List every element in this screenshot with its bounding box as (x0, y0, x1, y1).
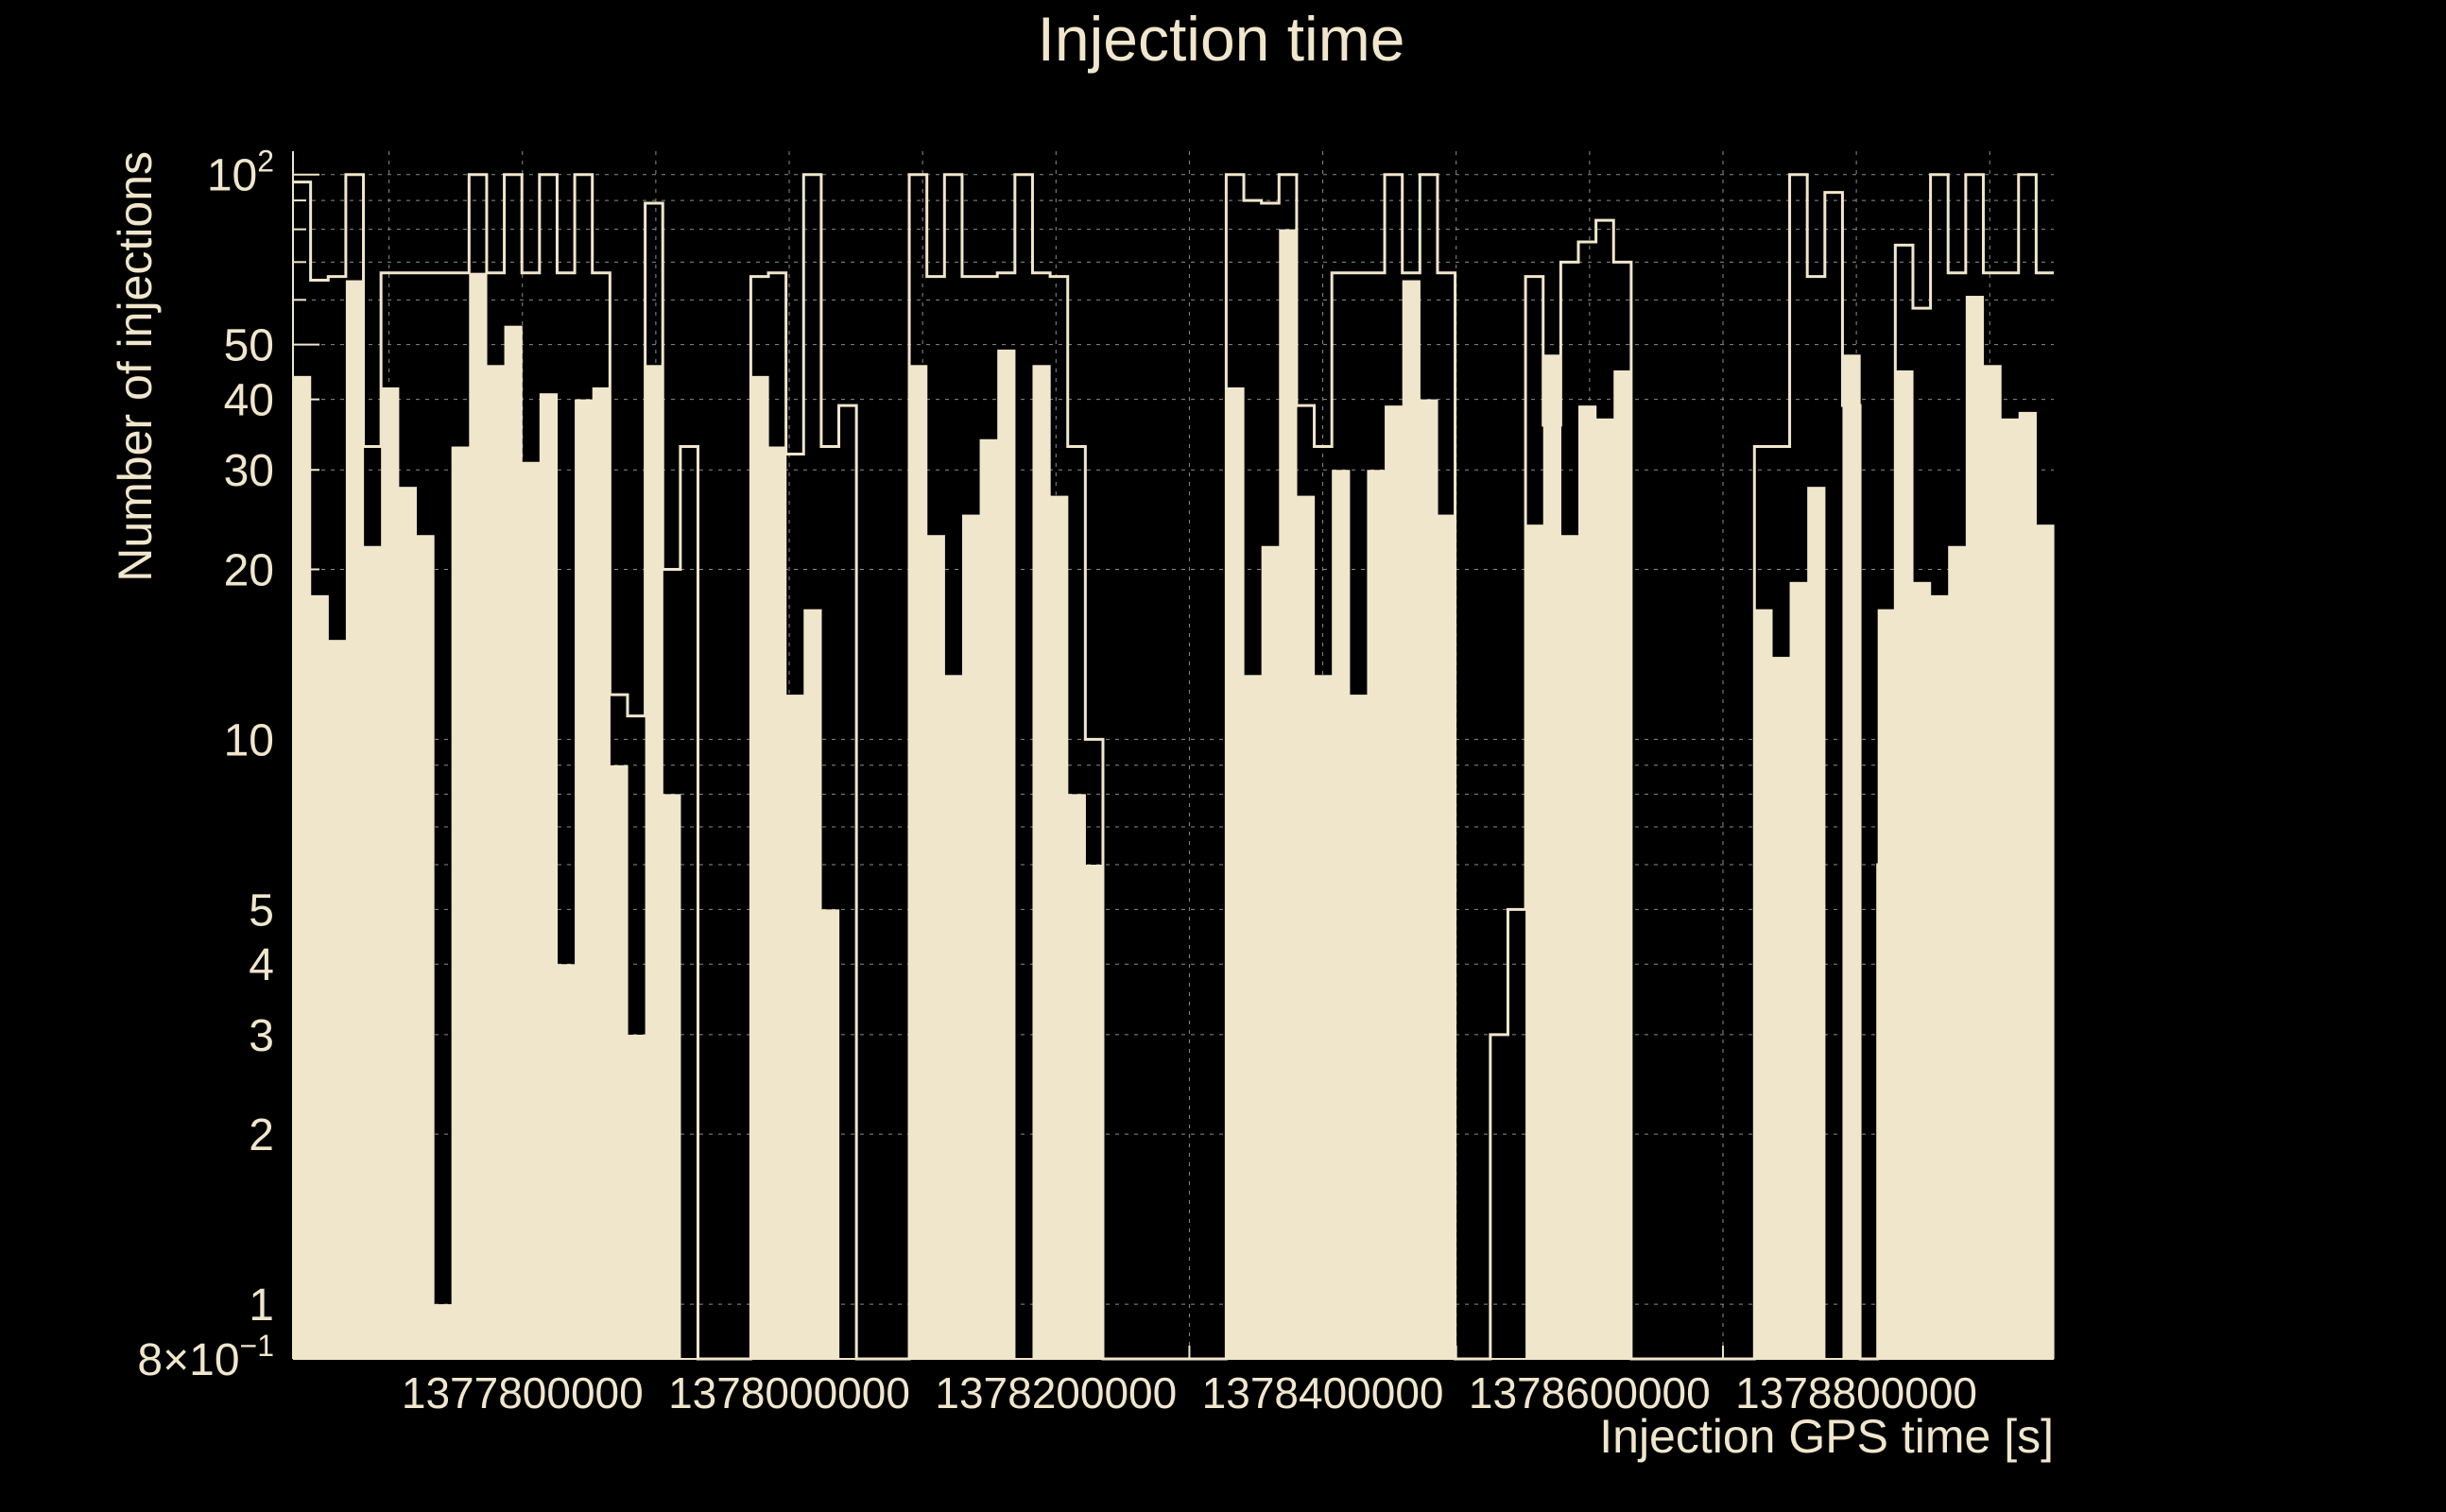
y-tick-label: 5 (249, 885, 274, 936)
histogram-bar (610, 765, 629, 1359)
x-tick-label: 1378600000 (1469, 1368, 1711, 1418)
histogram-bar (310, 594, 329, 1359)
x-tick-label: 1378400000 (1202, 1368, 1444, 1418)
y-tick-label: 4 (249, 940, 274, 990)
histogram-bar (1771, 657, 1791, 1359)
histogram-bar (522, 461, 541, 1359)
histogram-bar (1912, 581, 1932, 1359)
histogram-bar (1050, 495, 1069, 1359)
y-tick-label: 40 (224, 376, 274, 426)
histogram-bar (909, 365, 928, 1359)
histogram-bar (1983, 365, 2002, 1359)
histogram-bar (575, 399, 594, 1360)
histogram-bar (2018, 411, 2037, 1359)
histogram-bar (469, 272, 488, 1360)
histogram-bar (1279, 229, 1298, 1359)
histogram-bar (1261, 545, 1280, 1359)
histogram-bar (645, 365, 663, 1359)
histogram-bar (1349, 695, 1369, 1359)
histogram-bar (997, 349, 1016, 1359)
histogram-bar (1067, 794, 1086, 1359)
histogram-bar (1032, 365, 1051, 1359)
y-tick-label: 1 (249, 1280, 274, 1331)
x-tick-label: 1378200000 (935, 1368, 1177, 1418)
histogram-bar (504, 325, 523, 1360)
histogram-bar (803, 609, 822, 1359)
x-tick-label: 1378800000 (1735, 1368, 1977, 1418)
histogram-bar (1385, 405, 1404, 1359)
histogram-bar (486, 365, 506, 1359)
histogram-bar (1842, 354, 1861, 1359)
y-tick-label: 10 (224, 715, 274, 765)
filled-histogram (293, 229, 2055, 1360)
histogram-bar (293, 375, 312, 1360)
histogram-bar (1613, 370, 1632, 1359)
axes (292, 151, 2054, 1360)
histogram-bar (1542, 354, 1561, 1359)
histogram-bar (944, 675, 963, 1359)
histogram-bar (2001, 418, 2020, 1359)
histogram-bar (961, 514, 981, 1359)
histogram-bar (1525, 524, 1544, 1359)
histogram-bar (1895, 370, 1914, 1359)
histogram-bar (926, 535, 945, 1359)
histogram-bar (416, 535, 435, 1359)
x-tick-label: 1377800000 (402, 1368, 644, 1418)
y-tick-label: 2 (249, 1110, 274, 1160)
x-tick-labels: 1377800000 1378000000 1378200000 1378400000… (402, 1368, 1977, 1418)
histogram-bar (663, 794, 681, 1359)
histogram-bar (381, 387, 400, 1359)
histogram-bar (979, 438, 998, 1359)
histogram-bar (1420, 399, 1438, 1360)
histogram-bar (1296, 495, 1316, 1359)
histogram-bar (1595, 418, 1614, 1359)
histogram-bar (1965, 296, 1985, 1359)
histogram-bar (750, 375, 769, 1360)
histogram-bar (363, 545, 382, 1359)
histogram-bar (820, 909, 840, 1359)
y-axis-label: Number of injections (109, 151, 162, 582)
histogram-bar (1930, 594, 1949, 1359)
histogram-bar (2036, 524, 2055, 1359)
histogram-bar (1244, 675, 1263, 1359)
histogram-bar (345, 280, 365, 1359)
histogram-bar (627, 1034, 646, 1359)
x-tick-label: 1378000000 (668, 1368, 910, 1418)
histogram-bar (592, 387, 611, 1359)
histogram-bar (768, 446, 787, 1359)
histogram-bar (1948, 545, 1967, 1359)
y-tick-exponent: 2 (257, 145, 274, 179)
x-axis-label: Injection GPS time [s] (1599, 1410, 2054, 1463)
histogram-bar (557, 964, 576, 1359)
chart-title: Injection time (1038, 4, 1405, 74)
histogram-bar (1437, 514, 1456, 1359)
histogram-bar (434, 1304, 453, 1359)
y-tick-label: 3 (249, 1011, 274, 1061)
histogram-bar (1332, 470, 1351, 1359)
histogram-bar (1402, 280, 1421, 1359)
y-tick-label: 30 (224, 446, 274, 496)
histogram-bar (1560, 535, 1579, 1359)
histogram-bar (1314, 675, 1333, 1359)
histogram-bar (1367, 470, 1386, 1359)
histogram-bar (1226, 387, 1245, 1359)
histogram-bar (451, 446, 470, 1359)
histogram-bar (1577, 405, 1597, 1359)
histogram-bar (1877, 609, 1896, 1359)
histogram-bar (1789, 581, 1808, 1359)
histogram-bar (1754, 609, 1773, 1359)
histogram-bar (539, 393, 559, 1359)
y-tick-label: 50 (224, 321, 274, 371)
y-tick-exponent: −1 (240, 1329, 274, 1363)
histogram-bar (328, 640, 347, 1359)
histogram-bar (1807, 487, 1826, 1359)
histogram-bar (1085, 865, 1104, 1359)
histogram-bar (785, 695, 804, 1359)
histogram-bar (398, 487, 418, 1359)
y-tick-label: 20 (224, 546, 274, 596)
